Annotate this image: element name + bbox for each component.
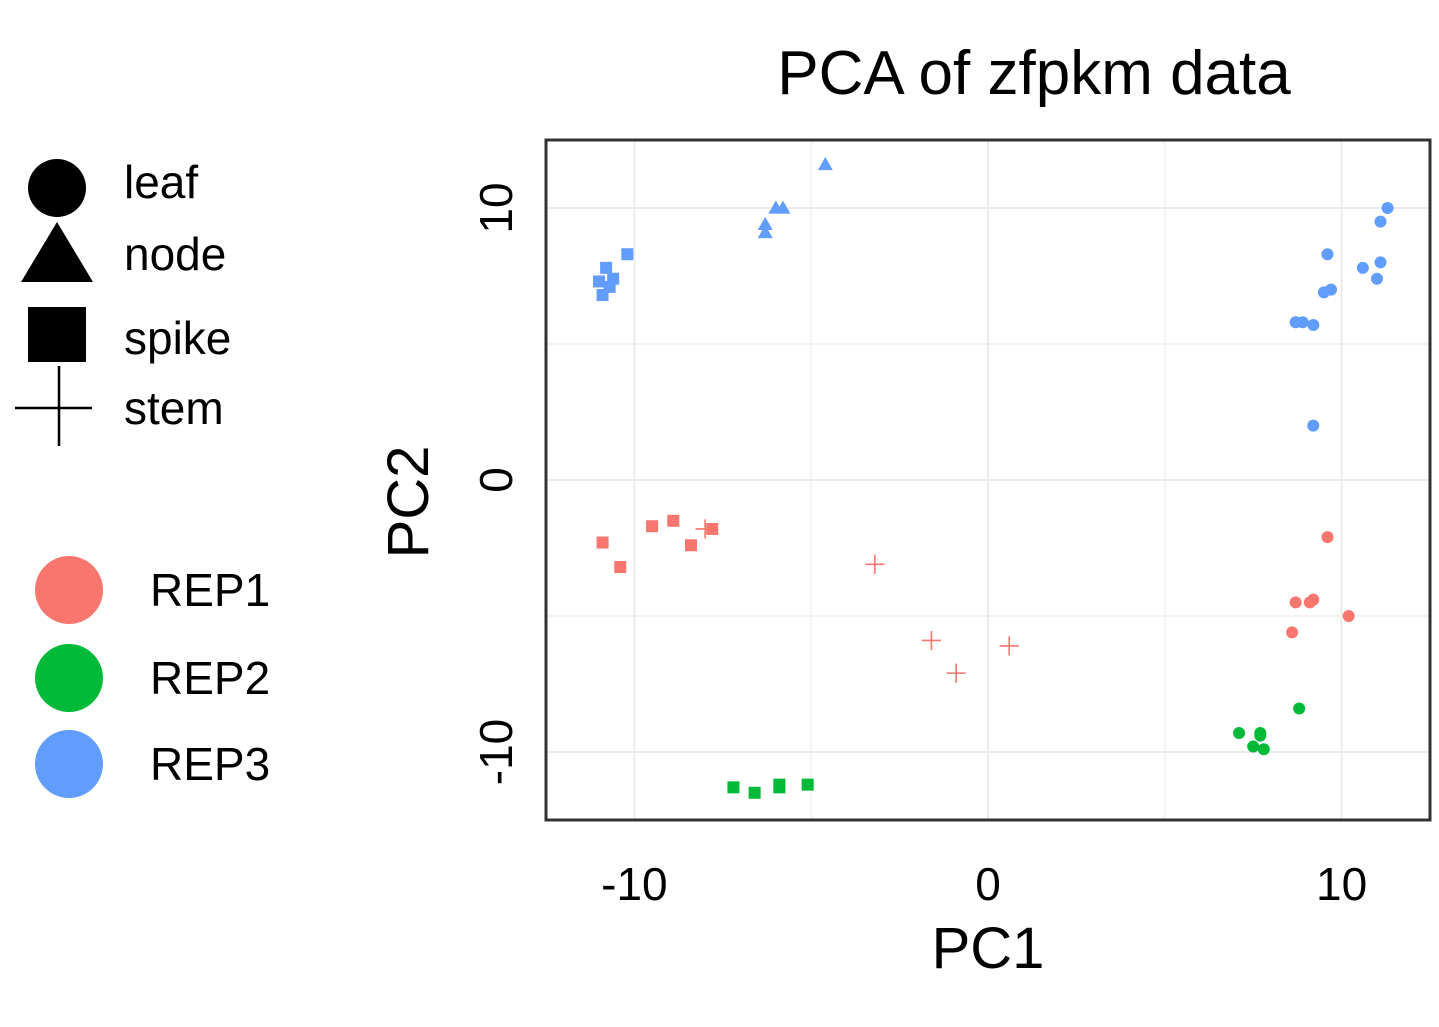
legend-label: REP3	[150, 738, 270, 790]
shape-legend: leaf node spike stem	[15, 156, 231, 446]
data-point-rep1-plus	[695, 519, 715, 539]
legend-triangle-icon	[21, 222, 93, 282]
y-axis-ticks: -10 0 10	[470, 182, 522, 785]
data-point-rep3-triangle	[817, 156, 833, 171]
legend-swatch	[35, 556, 103, 624]
data-point-rep2-circle	[1293, 702, 1306, 715]
grid-lines	[546, 140, 1430, 820]
data-point-rep3-circle	[1374, 256, 1387, 269]
data-point-rep1-square	[684, 539, 697, 552]
legend-label: REP2	[150, 652, 270, 704]
data-point-rep1-square	[614, 561, 627, 574]
y-tick-label: 0	[470, 467, 522, 493]
legend-swatch	[35, 730, 103, 798]
data-point-rep3-circle	[1370, 272, 1383, 285]
data-point-rep3-circle	[1307, 419, 1320, 432]
legend-swatch	[35, 644, 103, 712]
y-tick-label: -10	[470, 719, 522, 785]
x-tick-label: -10	[601, 858, 667, 910]
data-point-rep2-square	[801, 778, 814, 791]
data-point-rep3-triangle	[757, 224, 773, 239]
data-point-rep3-square	[593, 275, 606, 288]
data-point-rep3-square	[603, 280, 616, 293]
data-point-rep2-circle	[1257, 743, 1270, 756]
legend-label: stem	[124, 382, 224, 434]
data-point-rep3-circle	[1324, 283, 1337, 296]
color-legend: REP1 REP2 REP3	[35, 556, 270, 798]
data-point-rep2-circle	[1254, 729, 1267, 742]
data-point-rep1-plus	[946, 663, 966, 683]
data-point-rep2-circle	[1247, 740, 1260, 753]
data-point-rep2-square	[748, 786, 761, 799]
data-point-rep2-square	[727, 781, 740, 794]
data-point-rep1-square	[646, 520, 659, 533]
plot-panel	[544, 138, 1432, 822]
data-point-rep1-circle	[1342, 610, 1355, 622]
data-point-rep1-circle	[1321, 531, 1334, 544]
data-point-rep1-plus	[865, 554, 885, 574]
data-point-rep3-circle	[1296, 316, 1309, 329]
x-tick-label: 10	[1316, 858, 1367, 910]
legend-label: REP1	[150, 564, 270, 616]
data-point-rep3-circle	[1374, 215, 1387, 228]
y-axis-label: PC2	[376, 446, 441, 559]
data-point-rep3-triangle	[757, 216, 773, 230]
legend-label: leaf	[124, 156, 198, 208]
data-point-rep3-circle	[1356, 261, 1369, 274]
legend-circle-icon	[28, 159, 86, 217]
legend-square-icon	[28, 307, 86, 362]
legend-plus-icon	[15, 366, 92, 446]
data-point-rep1-circle	[1286, 626, 1299, 639]
x-axis-label: PC1	[932, 916, 1045, 981]
data-point-rep1-circle	[1289, 596, 1302, 609]
data-point-rep1-square	[667, 514, 680, 527]
data-point-rep3-circle	[1381, 202, 1394, 214]
data-points	[593, 156, 1394, 799]
plot-border	[544, 138, 1432, 822]
data-point-rep3-square	[600, 261, 613, 274]
data-point-rep3-circle	[1321, 248, 1334, 261]
legend-label: node	[124, 228, 226, 280]
data-point-rep3-triangle	[775, 200, 791, 214]
x-tick-label: 0	[975, 858, 1001, 910]
data-point-rep2-square	[773, 778, 786, 791]
data-point-rep1-plus	[921, 630, 942, 651]
legend-label: spike	[124, 312, 231, 364]
data-point-rep2-circle	[1233, 726, 1246, 739]
x-axis-ticks: -10 0 10	[601, 858, 1367, 910]
data-point-rep3-circle	[1307, 318, 1320, 331]
y-tick-label: 10	[470, 182, 522, 233]
data-point-rep1-square	[596, 536, 609, 549]
data-point-rep1-plus	[999, 636, 1019, 656]
chart-title: PCA of zfpkm data	[777, 39, 1291, 108]
data-point-rep1-circle	[1307, 593, 1320, 606]
data-point-rep3-square	[621, 248, 634, 261]
